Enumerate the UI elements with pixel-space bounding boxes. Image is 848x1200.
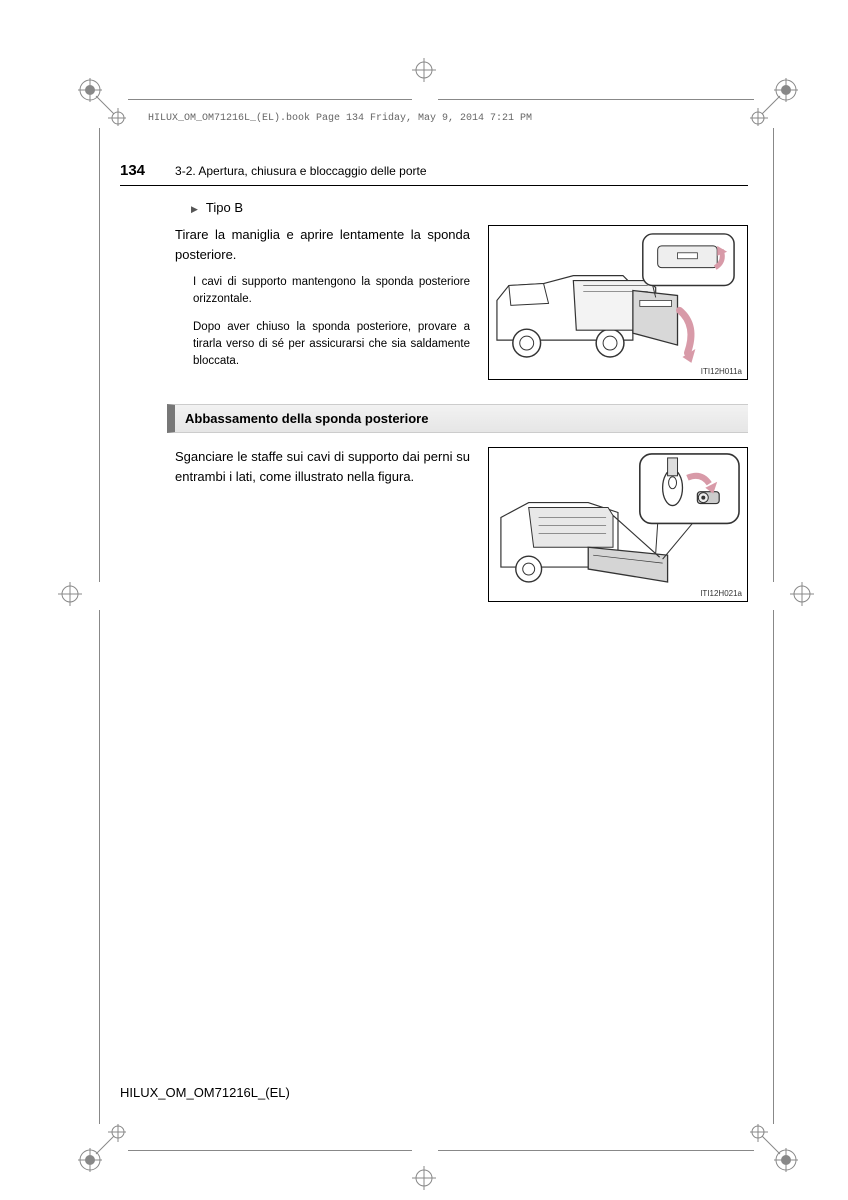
section-tipo-b: Tirare la maniglia e aprire lentamente l… (175, 225, 748, 380)
section2-main: Sganciare le staffe sui cavi di supporto… (175, 447, 470, 486)
crop-mark-br (750, 1124, 798, 1172)
crop-line (99, 610, 100, 1124)
crop-line (438, 1150, 754, 1151)
crop-line (128, 1150, 412, 1151)
crop-line (99, 128, 100, 582)
section1-sub1: I cavi di supporto mantengono la sponda … (193, 274, 470, 309)
crop-mark-ml (56, 580, 84, 608)
section-lowering: Sganciare le staffe sui cavi di supporto… (175, 447, 748, 602)
page-content: Tipo B Tirare la maniglia e aprire lenta… (175, 200, 748, 626)
figure1-code: ITI12H011a (701, 367, 742, 376)
crop-mark-tr (750, 78, 798, 126)
breadcrumb: 3-2. Apertura, chiusura e bloccaggio del… (175, 164, 427, 178)
section2-text: Sganciare le staffe sui cavi di supporto… (175, 447, 470, 602)
section1-sub2: Dopo aver chiuso la sponda posteriore, p… (193, 319, 470, 371)
figure-1: ITI12H011a (488, 225, 748, 380)
page-number: 134 (120, 162, 145, 179)
crop-line (128, 99, 412, 100)
page-header: 134 3-2. Apertura, chiusura e bloccaggio… (120, 162, 748, 186)
crop-mark-bl (78, 1124, 126, 1172)
crop-line (773, 128, 774, 582)
crop-line (773, 610, 774, 1124)
crop-mark-mr (788, 580, 816, 608)
crop-mark-tl (78, 78, 126, 126)
type-label: Tipo B (191, 200, 748, 215)
crop-line (438, 99, 754, 100)
tailgate-bracket-illustration (489, 448, 747, 602)
crop-mark-mb (410, 1164, 438, 1192)
footer-code: HILUX_OM_OM71216L_(EL) (120, 1085, 290, 1100)
section1-text: Tirare la maniglia e aprire lentamente l… (175, 225, 470, 380)
heading-lowering: Abbassamento della sponda posteriore (167, 404, 748, 433)
crop-mark-mt (410, 56, 438, 84)
doc-meta: HILUX_OM_OM71216L_(EL).book Page 134 Fri… (148, 113, 532, 124)
figure2-code: ITI12H021a (700, 589, 742, 598)
section1-main: Tirare la maniglia e aprire lentamente l… (175, 225, 470, 264)
truck-tailgate-illustration (489, 226, 747, 380)
figure-2: ITI12H021a (488, 447, 748, 602)
